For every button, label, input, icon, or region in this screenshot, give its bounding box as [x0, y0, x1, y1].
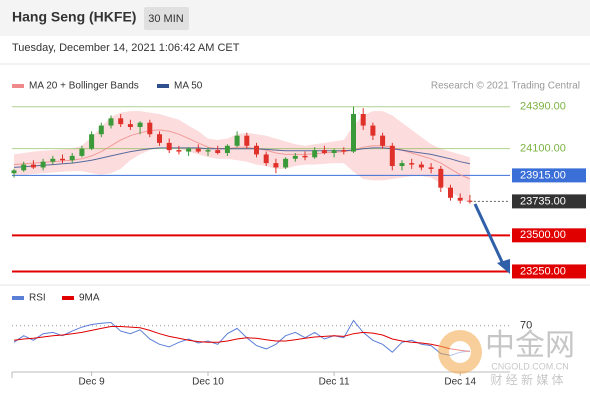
rsi-panel: RSI 9MA 70 Dec 9 Dec 10 Dec 11 Dec 14: [11, 293, 532, 388]
instrument-title: Hang Seng (HKFE): [12, 9, 136, 25]
legend-label: 9MA: [79, 293, 100, 304]
candle-body: [205, 150, 211, 152]
watermark-site: CNGOLD.COM.CN: [491, 361, 569, 371]
candle-body: [292, 155, 298, 159]
candle-body: [166, 142, 172, 151]
candle-body: [234, 135, 240, 146]
candle-body: [69, 155, 75, 161]
candle-body: [438, 168, 444, 188]
level-label-box: [512, 228, 586, 243]
candle-body: [409, 163, 415, 165]
candle-body: [389, 145, 395, 166]
x-tick-label: Dec 9: [79, 377, 106, 388]
candle-body: [195, 148, 201, 152]
level-label-box: [512, 264, 586, 279]
candle-body: [457, 197, 463, 201]
candle-body: [147, 122, 153, 135]
candle-body: [127, 124, 133, 127]
level-label: 24100.00: [520, 143, 566, 155]
forecast-arrow: [473, 203, 505, 265]
price-panel: MA 20 + Bollinger Bands MA 50 24390.00 2410…: [11, 81, 586, 279]
candle-body: [467, 200, 473, 202]
level-label: 23250.00: [520, 265, 566, 277]
candle-body: [312, 150, 318, 158]
candle-body: [50, 158, 56, 162]
legend-label: MA 50: [174, 81, 203, 92]
legend-swatch: [12, 84, 24, 88]
candle-body: [254, 145, 259, 155]
candle-body: [98, 125, 104, 135]
candle-body: [11, 170, 17, 174]
legend-swatch: [157, 84, 169, 88]
level-label: 23735.00: [520, 195, 566, 207]
watermark-logo: [449, 341, 471, 363]
candle-body: [399, 163, 405, 166]
candle-body: [370, 125, 376, 136]
level-label: 23500.00: [520, 229, 566, 241]
header-bar: [0, 0, 590, 36]
candle-body: [351, 114, 356, 152]
indicator-line: [13, 319, 470, 357]
indicator-line: [13, 326, 470, 352]
watermark-brand: 中金网: [485, 329, 575, 362]
candle-body: [331, 150, 337, 153]
legend-swatch: [12, 296, 24, 300]
legend-label: MA 20 + Bollinger Bands: [29, 81, 139, 92]
candle-body: [79, 148, 85, 156]
candle-body: [30, 164, 36, 168]
watermark: 中金网 CNGOLD.COM.CN 财 经 新 媒 体: [438, 329, 575, 387]
bollinger-band: [14, 111, 470, 204]
level-label-box: [512, 194, 586, 209]
x-tick-label: Dec 10: [192, 377, 224, 388]
candle-body: [263, 154, 269, 164]
candle-body: [448, 187, 453, 198]
candle-body: [302, 155, 308, 158]
x-tick-label: Dec 11: [319, 377, 350, 388]
candle-body: [273, 163, 279, 168]
candle-body: [108, 118, 114, 126]
candle-body: [89, 134, 95, 149]
candle-body: [244, 135, 250, 146]
candle-body: [21, 164, 27, 171]
candle-body: [341, 150, 347, 152]
level-label-box: [512, 168, 586, 183]
credit: Research © 2021 Trading Central: [431, 81, 580, 92]
candle-body: [321, 150, 327, 153]
legend-swatch: [62, 296, 74, 300]
candle-body: [186, 148, 192, 152]
x-tick-label: Dec 14: [444, 377, 476, 388]
candle-body: [224, 145, 230, 153]
level-label: 23915.00: [520, 169, 566, 181]
candle-body: [380, 135, 386, 146]
watermark-tagline: 财 经 新 媒 体: [490, 372, 563, 387]
candle-body: [118, 118, 124, 125]
forecast-arrowhead: [497, 259, 510, 274]
candle-body: [428, 167, 434, 169]
y-tick-label: 70: [520, 320, 532, 332]
interval-button[interactable]: [144, 7, 189, 30]
candle-body: [360, 114, 366, 126]
candle-body: [40, 161, 46, 168]
candle-body: [283, 158, 289, 168]
candle-body: [215, 150, 221, 153]
candle-body: [176, 150, 182, 152]
candle-body: [418, 164, 424, 168]
level-label: 24390.00: [520, 101, 566, 113]
candle-body: [137, 122, 143, 127]
timestamp: Tuesday, December 14, 2021 1:06:42 AM CE…: [12, 42, 240, 54]
interval-label[interactable]: 30 MIN: [148, 13, 184, 25]
legend-label: RSI: [29, 293, 46, 304]
candle-body: [60, 158, 65, 161]
candle-body: [157, 134, 162, 143]
